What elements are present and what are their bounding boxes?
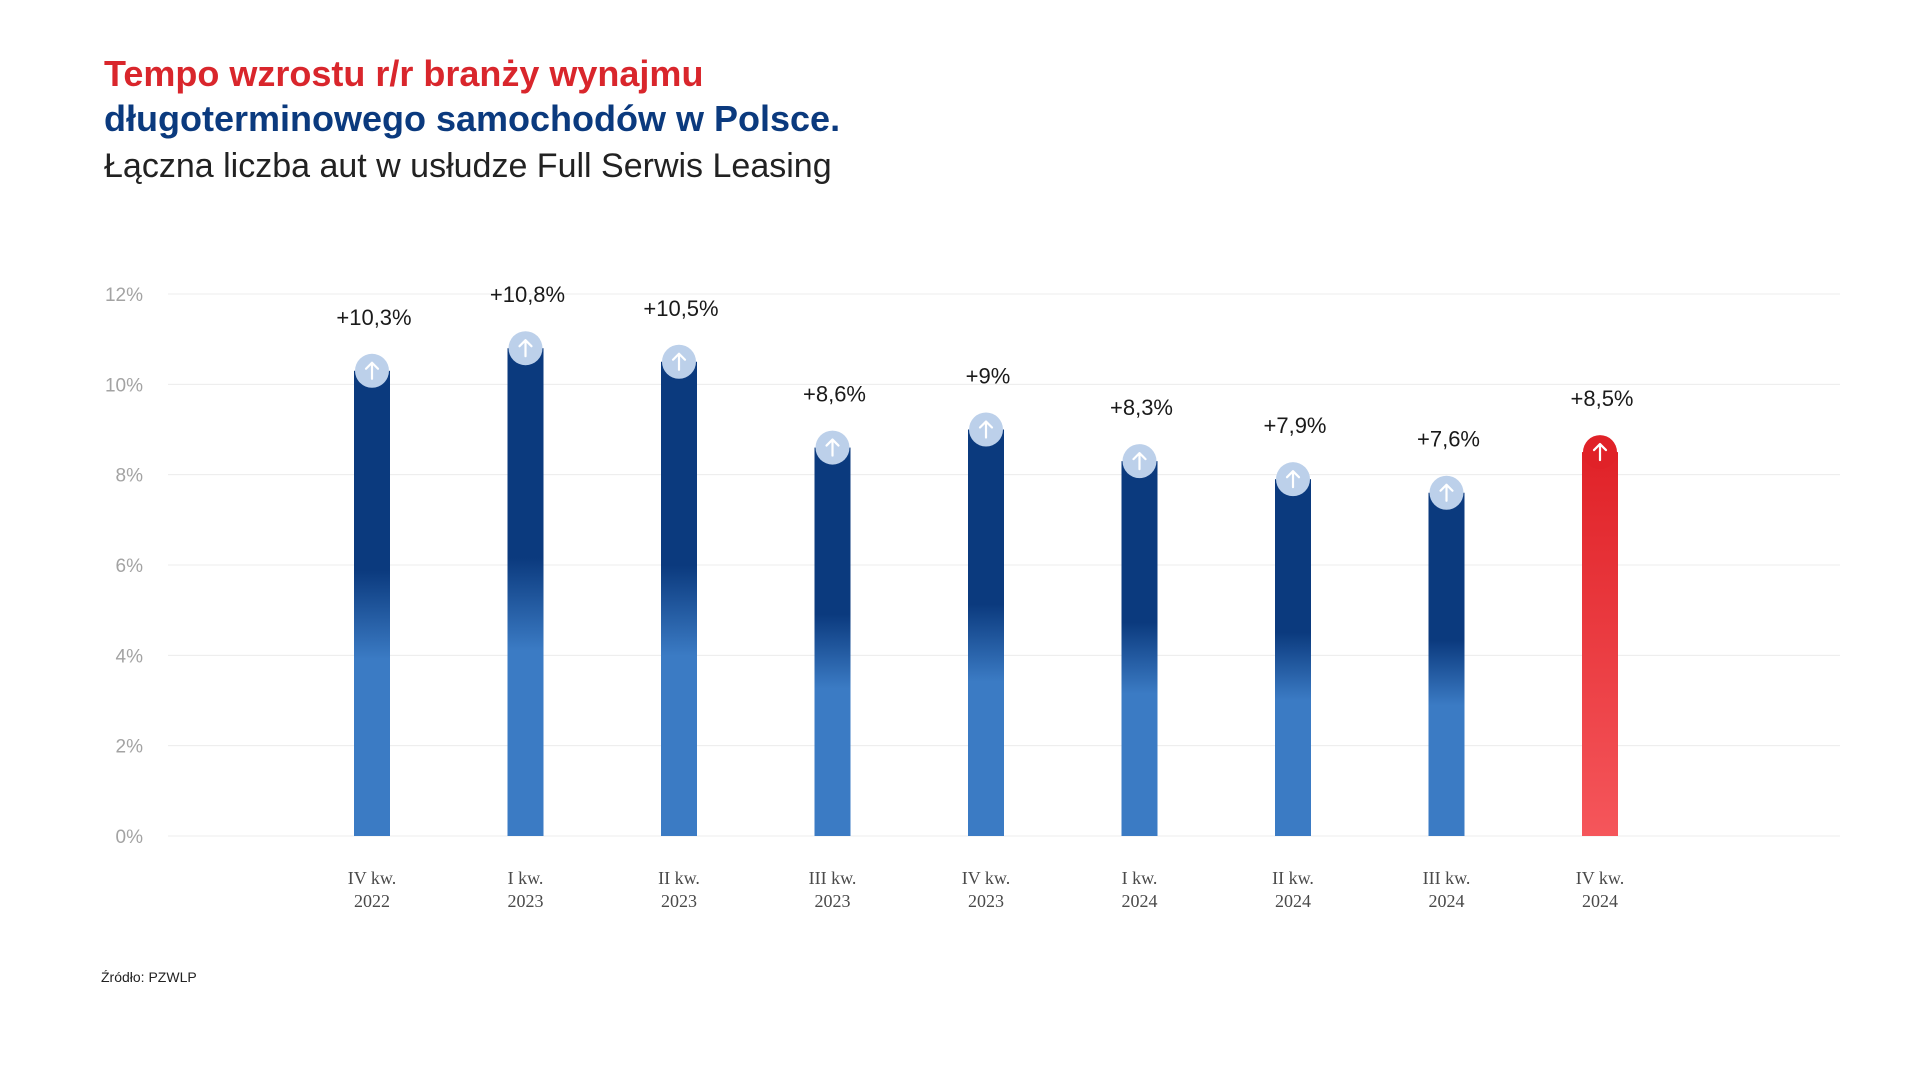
arrow-up-icon [508,331,543,366]
category-label-quarter: I kw. [1122,868,1158,888]
category-label-quarter: II kw. [658,868,700,888]
data-label: +8,3% [1110,395,1173,420]
arrow-up-icon [1429,475,1464,510]
marker-arrow [671,352,687,371]
data-label: +7,9% [1264,413,1327,438]
bar [814,447,851,836]
y-tick-label: 12% [105,285,143,306]
bar [968,429,1004,836]
category-label-quarter: III kw. [1423,868,1471,888]
arrow-up-icon [1122,444,1157,479]
data-label: +10,8% [490,282,565,307]
category-label-quarter: IV kw. [1576,868,1625,888]
category-label-year: 2023 [968,891,1004,911]
arrow-up-icon [969,412,1003,447]
category-label-quarter: IV kw. [962,868,1011,888]
arrow-up-icon [1276,462,1310,497]
x-axis-labels: IV kw. 2022 I kw. 2023 II kw. 2023 III kw. 2023… [348,868,1625,911]
bar [1428,492,1465,836]
y-tick-label: 6% [116,556,144,577]
category-label-year: 2024 [1122,891,1158,911]
category-label-year: 2022 [354,891,390,911]
data-labels: +10,3% +10,8% +10,5% +8,6% +9% +8,3% +7,9% +7,6… [336,282,1633,452]
category-label-year: 2024 [1275,891,1311,911]
marker-arrow [978,420,994,439]
data-label: +10,5% [643,296,718,321]
chart-title-line2: długoterminowego samochodów w Polsce. [104,98,841,139]
arrow-up-icon [815,430,850,465]
data-label: +8,6% [803,382,866,407]
y-tick-label: 8% [116,466,144,487]
bars [354,331,1618,836]
category-label-year: 2023 [508,891,544,911]
category-label-quarter: II kw. [1272,868,1314,888]
category-label-year: 2023 [661,891,697,911]
marker-arrow [1132,452,1147,471]
arrow-up-icon [662,344,696,379]
y-tick-label: 4% [116,646,144,667]
source-note: Źródło: PZWLP [101,969,197,985]
arrow-up-icon [1583,435,1617,470]
category-label-quarter: III kw. [809,868,857,888]
bar [507,348,544,836]
marker-arrow [518,339,533,358]
chart-subtitle: Łączna liczba aut w usłudze Full Serwis … [104,147,832,185]
category-label-year: 2024 [1429,891,1465,911]
arrow-up-icon [355,353,389,388]
chart-title-line1: Tempo wzrostu r/r branży wynajmu [104,53,704,94]
data-label: +7,6% [1417,427,1480,452]
category-label-quarter: I kw. [508,868,544,888]
marker-arrow [825,438,840,457]
category-label-year: 2024 [1582,891,1618,911]
category-label-year: 2023 [815,891,851,911]
data-label: +9% [966,364,1011,389]
bar [1275,479,1311,836]
bar [1121,461,1158,836]
data-label: +8,5% [1571,386,1634,411]
marker-arrow [364,361,380,380]
bar-highlight [1582,452,1618,836]
category-label-quarter: IV kw. [348,868,397,888]
y-tick-label: 2% [116,737,144,758]
data-label: +10,3% [336,305,411,330]
y-tick-label: 10% [105,375,143,396]
bar [661,361,697,836]
bar [354,370,390,836]
marker-arrow [1439,483,1454,502]
y-tick-label: 0% [116,827,144,848]
y-axis-ticks: 0% 2% 4% 6% 8% 10% 12% [105,285,143,848]
marker-arrow [1592,442,1608,462]
marker-arrow [1285,470,1301,489]
